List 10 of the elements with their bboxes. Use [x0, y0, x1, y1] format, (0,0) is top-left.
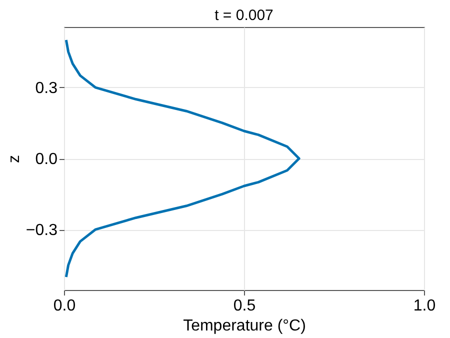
- y-axis-title: z: [6, 155, 23, 163]
- x-tick-label: 1.0: [413, 298, 436, 314]
- line-series: [64, 38, 300, 278]
- y-tick-label: 0.0: [35, 151, 58, 168]
- x-axis-title: Temperature (°C): [183, 318, 306, 334]
- x-tick-label: 0.5: [233, 298, 256, 314]
- chart-title: t = 0.007: [214, 7, 274, 24]
- y-tick-label: −0.3: [26, 222, 58, 240]
- x-tick-label: 0.0: [53, 298, 76, 314]
- y-tick-label: 0.3: [35, 80, 58, 97]
